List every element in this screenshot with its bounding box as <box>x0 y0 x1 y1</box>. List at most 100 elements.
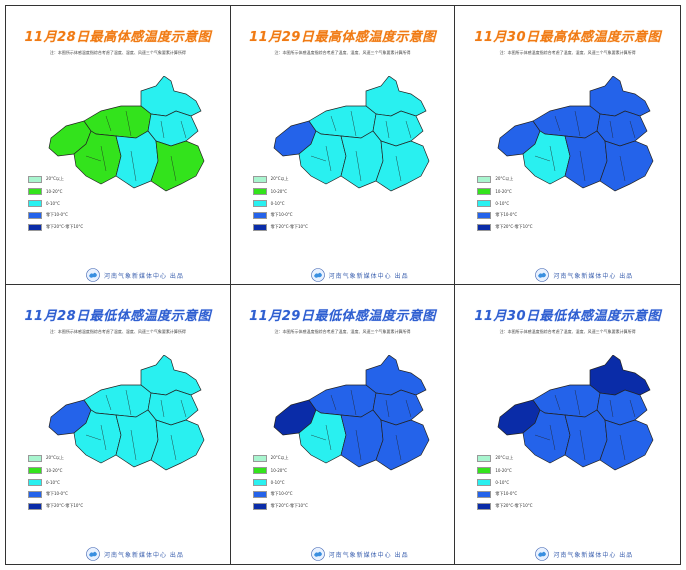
legend-label: 10-20°C <box>270 467 288 473</box>
legend-label: 0-10°C <box>46 479 60 485</box>
henan-map <box>497 355 654 471</box>
legend-label: 20°C以上 <box>495 176 514 181</box>
legend-swatch <box>252 502 267 510</box>
county-borders <box>310 110 411 182</box>
panel-note: 注：本图所示体感温度指综合考虑了温度、湿度、风速三个气象要素计算所得 <box>499 50 636 55</box>
legend-swatch <box>252 490 267 498</box>
weather-logo-icon <box>535 547 550 561</box>
map-region-south-east <box>150 419 205 471</box>
legend-label: 0-10°C <box>495 479 510 485</box>
legend-item: 零下20°C-零下10°C <box>477 501 533 511</box>
legend-item: 10-20°C <box>477 186 532 196</box>
legend-item: 零下10-0°C <box>28 210 83 220</box>
panel-title: 11月28日最低体感温度示意图 <box>24 309 212 324</box>
legend-label: 10-20°C <box>495 467 512 473</box>
legend-item: 0-10°C <box>252 477 308 487</box>
map-region-north <box>589 76 651 117</box>
legend-swatch <box>28 211 42 219</box>
legend-swatch <box>477 454 492 462</box>
panel-note: 注：本图所示体感温度指综合考虑了温度、湿度、风速三个气象要素计算所得 <box>49 50 186 55</box>
panel-grid: 11月28日最高体感温度示意图 注：本图所示体感温度指综合考虑了温度、湿度、风速… <box>5 5 681 565</box>
legend-item: 20°C以上 <box>28 453 83 463</box>
weather-logo-icon <box>86 268 100 282</box>
weather-logo-icon <box>310 547 325 561</box>
legend-swatch <box>477 175 492 183</box>
legend-swatch <box>252 478 267 486</box>
county-borders <box>310 389 411 461</box>
legend-label: 20°C以上 <box>46 176 64 181</box>
legend-label: 零下10-0°C <box>495 212 518 217</box>
weather-logo-icon <box>535 268 550 282</box>
legend-item: 0-10°C <box>28 198 83 208</box>
footer: 河南气象新媒体中心 出品 <box>86 547 184 561</box>
legend-label: 10-20°C <box>495 188 512 194</box>
legend-label: 零下20°C-零下10°C <box>270 503 308 508</box>
henan-map <box>273 355 430 471</box>
legend-label: 零下10-0°C <box>270 491 293 496</box>
legend-label: 20°C以上 <box>46 455 64 460</box>
legend-label: 零下20°C-零下10°C <box>270 224 308 229</box>
footer: 河南气象新媒体中心 出品 <box>310 547 409 561</box>
map-region-south-east <box>375 419 430 471</box>
legend-swatch <box>252 211 267 219</box>
legend-item: 零下10-0°C <box>477 489 532 499</box>
map-panel-1: 11月28日最高体感温度示意图 注：本图所示体感温度指综合考虑了温度、湿度、风速… <box>6 6 231 285</box>
legend-label: 零下10-0°C <box>46 212 68 217</box>
henan-map <box>273 76 430 192</box>
legend-item: 0-10°C <box>477 198 532 208</box>
legend-swatch <box>28 478 42 486</box>
legend-swatch <box>252 187 267 195</box>
legend: 20°C以上 10-20°C 0-10°C 零下10-0°C 零下20°C-零下10°C <box>252 174 308 234</box>
legend: 20°C以上 10-20°C 0-10°C 零下10-0°C 零下20°C-零下10°C <box>28 453 83 513</box>
map-region-north <box>365 76 427 117</box>
panel-title: 11月29日最高体感温度示意图 <box>249 30 436 45</box>
legend-label: 0-10°C <box>270 200 285 206</box>
legend-item: 0-10°C <box>252 198 308 208</box>
panel-note: 注：本图所示体感温度指综合考虑了温度、湿度、风速三个气象要素计算所得 <box>274 50 411 55</box>
map-panel-3: 11月30日最高体感温度示意图 注：本图所示体感温度指综合考虑了温度、湿度、风速… <box>455 6 680 285</box>
legend-swatch <box>477 490 492 498</box>
footer-text: 河南气象新媒体中心 出品 <box>104 272 184 280</box>
henan-map <box>48 355 205 471</box>
legend-swatch <box>477 199 492 207</box>
panel-note: 注：本图所示体感温度指综合考虑了温度、湿度、风速三个气象要素计算所得 <box>49 329 186 334</box>
legend-item: 10-20°C <box>28 186 83 196</box>
panel-title: 11月30日最高体感温度示意图 <box>474 30 661 45</box>
legend-swatch <box>28 223 42 231</box>
legend-label: 零下10-0°C <box>270 212 293 217</box>
legend-swatch <box>252 454 267 462</box>
legend-label: 20°C以上 <box>270 455 289 460</box>
panel-title: 11月28日最高体感温度示意图 <box>24 30 212 45</box>
legend-label: 零下10-0°C <box>495 491 518 496</box>
legend-swatch <box>28 490 42 498</box>
map-panel-4: 11月28日最低体感温度示意图 注：本图所示体感温度指综合考虑了温度、湿度、风速… <box>6 285 231 564</box>
legend-item: 20°C以上 <box>477 453 532 463</box>
legend: 20°C以上 10-20°C 0-10°C 零下10-0°C 零下20°C-零下10°C <box>477 453 533 513</box>
legend-item: 零下20°C-零下10°C <box>252 222 308 232</box>
legend-swatch <box>28 454 42 462</box>
legend-swatch <box>28 175 42 183</box>
legend-label: 0-10°C <box>270 479 285 485</box>
legend-item: 零下10-0°C <box>252 489 308 499</box>
legend-item: 10-20°C <box>477 465 532 475</box>
legend-swatch <box>252 466 267 474</box>
footer-text: 河南气象新媒体中心 出品 <box>553 272 634 280</box>
footer-text: 河南气象新媒体中心 出品 <box>553 551 634 559</box>
legend-item: 零下10-0°C <box>477 210 532 220</box>
legend-label: 零下20°C-零下10°C <box>495 503 533 508</box>
legend-item: 20°C以上 <box>252 453 308 463</box>
legend-item: 20°C以上 <box>252 174 308 184</box>
henan-map <box>497 76 654 192</box>
legend-label: 20°C以上 <box>270 176 289 181</box>
legend-swatch <box>28 466 42 474</box>
legend-swatch <box>477 466 492 474</box>
panel-title: 11月30日最低体感温度示意图 <box>474 309 661 324</box>
legend-swatch <box>477 502 492 510</box>
legend-item: 0-10°C <box>28 477 83 487</box>
map-region-south-east <box>150 140 205 192</box>
legend-label: 0-10°C <box>46 200 60 206</box>
county-borders <box>535 110 636 182</box>
footer: 河南气象新媒体中心 出品 <box>535 268 633 282</box>
footer-text: 河南气象新媒体中心 出品 <box>328 272 409 280</box>
legend-label: 10-20°C <box>46 188 63 194</box>
